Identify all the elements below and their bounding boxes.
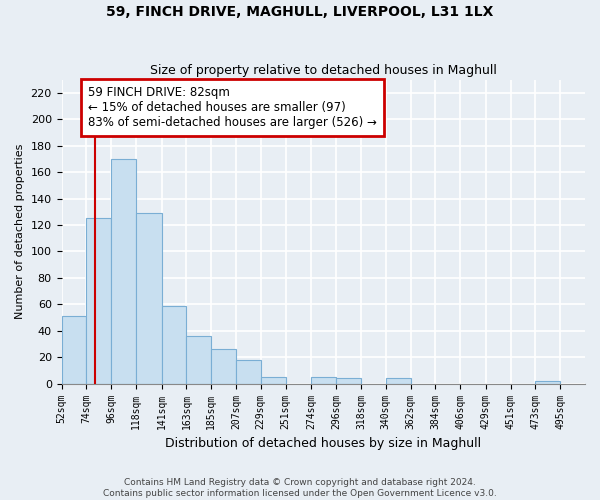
Bar xyxy=(386,378,410,384)
Bar xyxy=(211,350,236,384)
Bar xyxy=(236,360,261,384)
Bar xyxy=(261,377,286,384)
X-axis label: Distribution of detached houses by size in Maghull: Distribution of detached houses by size … xyxy=(165,437,481,450)
Bar xyxy=(311,377,336,384)
Bar xyxy=(111,159,136,384)
Bar xyxy=(187,336,211,384)
Text: 59 FINCH DRIVE: 82sqm
← 15% of detached houses are smaller (97)
83% of semi-deta: 59 FINCH DRIVE: 82sqm ← 15% of detached … xyxy=(88,86,377,128)
Text: Contains HM Land Registry data © Crown copyright and database right 2024.
Contai: Contains HM Land Registry data © Crown c… xyxy=(103,478,497,498)
Text: 59, FINCH DRIVE, MAGHULL, LIVERPOOL, L31 1LX: 59, FINCH DRIVE, MAGHULL, LIVERPOOL, L31… xyxy=(106,5,494,19)
Y-axis label: Number of detached properties: Number of detached properties xyxy=(15,144,25,320)
Bar xyxy=(535,381,560,384)
Bar xyxy=(162,306,187,384)
Title: Size of property relative to detached houses in Maghull: Size of property relative to detached ho… xyxy=(150,64,497,77)
Bar xyxy=(86,218,111,384)
Bar xyxy=(136,213,162,384)
Bar xyxy=(336,378,361,384)
Bar xyxy=(62,316,86,384)
